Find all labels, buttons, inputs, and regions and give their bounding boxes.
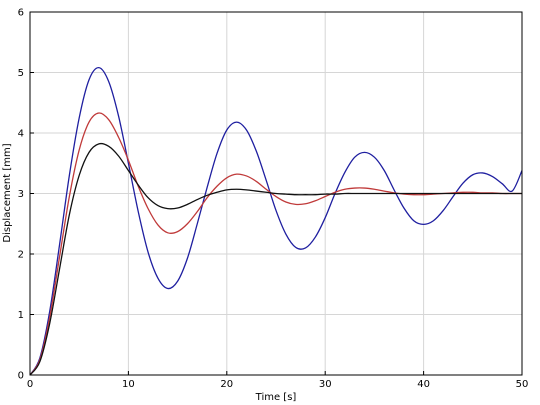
y-tick-label: 5 (18, 68, 24, 79)
y-tick-label: 2 (18, 250, 24, 261)
y-tick-label: 6 (18, 8, 24, 19)
y-tick-label: 0 (18, 371, 24, 382)
x-tick-label: 10 (122, 379, 135, 390)
series-line-1 (29, 67, 523, 376)
ticks: 0 10 20 30 40 50 0 1 2 3 4 5 6 (18, 8, 529, 391)
y-tick-label: 1 (18, 310, 24, 321)
series-group (29, 67, 523, 376)
y-tick-label: 4 (18, 129, 24, 140)
x-tick-label: 30 (319, 379, 332, 390)
x-tick-label: 0 (27, 379, 33, 390)
x-axis-label: Time [s] (255, 392, 297, 403)
x-tick-label: 40 (417, 379, 430, 390)
y-axis-label: Displacement [mm] (2, 143, 13, 242)
y-tick-label: 3 (18, 189, 24, 200)
series-line-3 (29, 142, 522, 376)
x-tick-label: 20 (220, 379, 233, 390)
x-tick-label: 50 (516, 379, 529, 390)
